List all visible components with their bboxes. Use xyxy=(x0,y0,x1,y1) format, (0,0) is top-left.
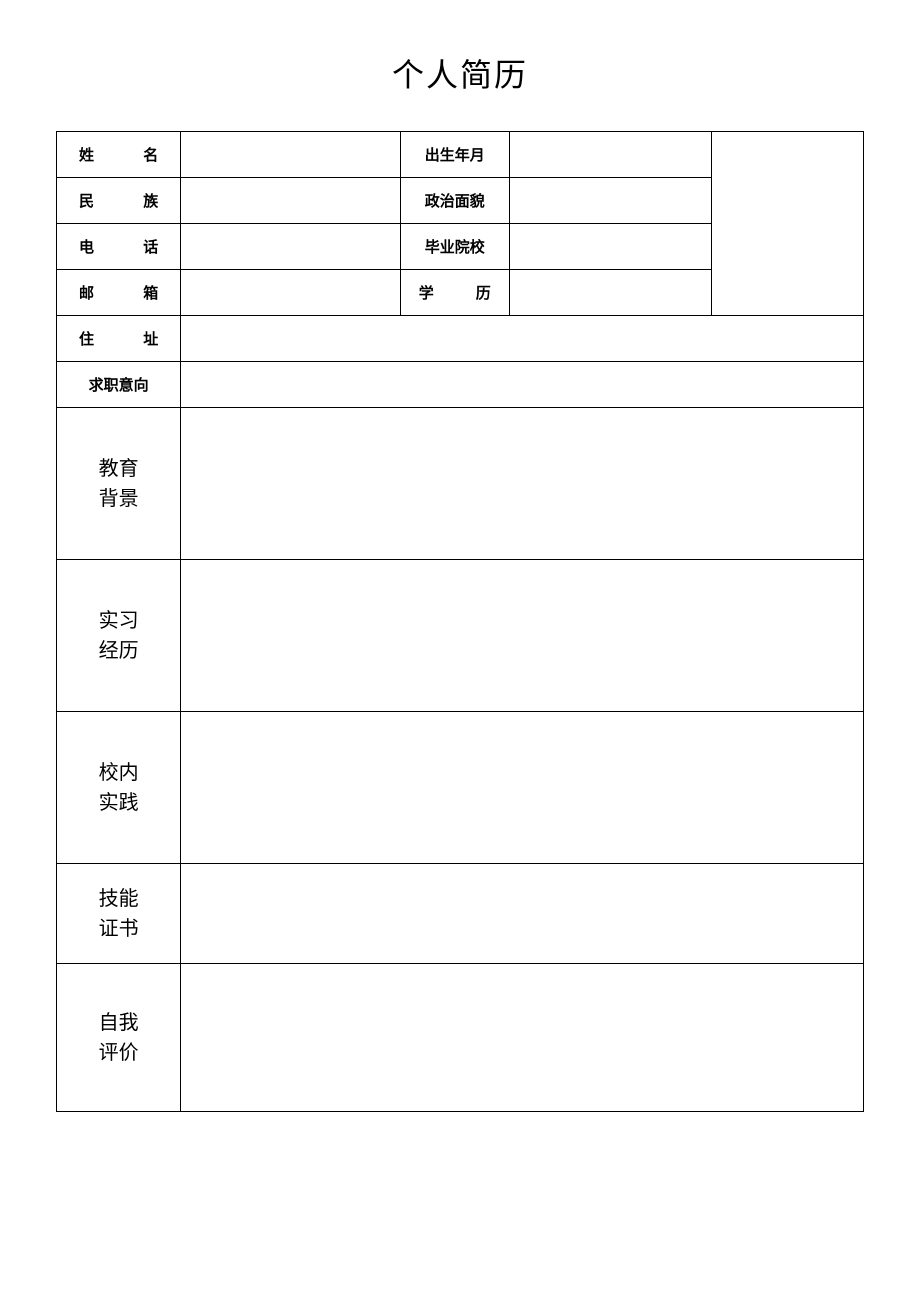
resume-table: 姓 名 出生年月 民 族 政治面貌 电 话 毕业院校 邮 箱 学 历 住 址 求… xyxy=(56,131,864,1112)
label-self-eval: 自我评价 xyxy=(57,964,181,1112)
value-birth xyxy=(509,132,712,178)
label-address: 住 址 xyxy=(57,316,181,362)
value-education xyxy=(181,408,864,560)
label-political: 政治面貌 xyxy=(400,178,509,224)
photo-cell xyxy=(712,132,864,316)
label-phone: 电 话 xyxy=(57,224,181,270)
value-school xyxy=(509,224,712,270)
table-row: 教育背景 xyxy=(57,408,864,560)
label-name: 姓 名 xyxy=(57,132,181,178)
value-ethnicity xyxy=(181,178,401,224)
table-row: 校内实践 xyxy=(57,712,864,864)
value-job-intention xyxy=(181,362,864,408)
label-internship: 实习经历 xyxy=(57,560,181,712)
table-row: 求职意向 xyxy=(57,362,864,408)
table-row: 实习经历 xyxy=(57,560,864,712)
label-campus: 校内实践 xyxy=(57,712,181,864)
table-row: 姓 名 出生年月 xyxy=(57,132,864,178)
value-phone xyxy=(181,224,401,270)
label-education: 教育背景 xyxy=(57,408,181,560)
table-row: 住 址 xyxy=(57,316,864,362)
value-email xyxy=(181,270,401,316)
value-education-level xyxy=(509,270,712,316)
value-self-eval xyxy=(181,964,864,1112)
table-row: 自我评价 xyxy=(57,964,864,1112)
page-title: 个人简历 xyxy=(56,50,864,96)
value-political xyxy=(509,178,712,224)
value-address xyxy=(181,316,864,362)
value-skills xyxy=(181,864,864,964)
label-school: 毕业院校 xyxy=(400,224,509,270)
value-internship xyxy=(181,560,864,712)
label-education-level: 学 历 xyxy=(400,270,509,316)
label-birth: 出生年月 xyxy=(400,132,509,178)
table-row: 技能证书 xyxy=(57,864,864,964)
label-skills: 技能证书 xyxy=(57,864,181,964)
label-job-intention: 求职意向 xyxy=(57,362,181,408)
value-campus xyxy=(181,712,864,864)
label-email: 邮 箱 xyxy=(57,270,181,316)
label-ethnicity: 民 族 xyxy=(57,178,181,224)
value-name xyxy=(181,132,401,178)
